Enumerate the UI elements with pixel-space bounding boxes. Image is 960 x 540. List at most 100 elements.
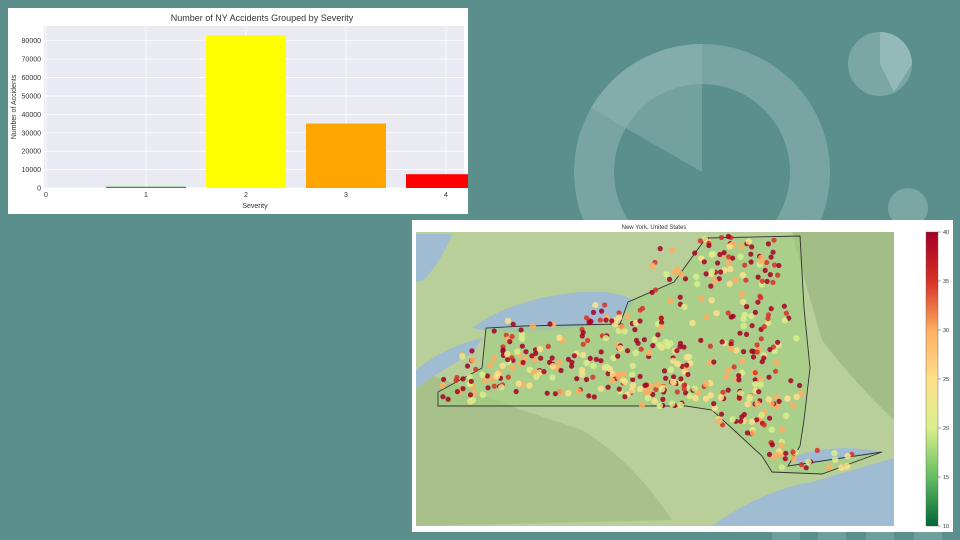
lake-huron-edge: [416, 234, 452, 282]
accident-hotspot: [499, 362, 506, 369]
accident-hotspot: [737, 390, 744, 397]
accident-hotspot: [616, 310, 622, 316]
accident-hotspot: [681, 303, 688, 310]
accident-hotspot: [770, 279, 776, 285]
accident-hotspots: [439, 233, 855, 471]
accident-hotspot: [781, 303, 787, 309]
colorbar: [925, 231, 939, 527]
accident-hotspot: [708, 297, 715, 304]
accident-hotspot: [657, 246, 663, 252]
accident-hotspot: [491, 328, 497, 334]
accident-hotspot: [709, 268, 716, 275]
accident-hotspot: [586, 393, 592, 399]
accident-hotspot: [838, 464, 845, 471]
accident-hotspot: [603, 363, 611, 371]
accident-hotspot: [669, 246, 676, 254]
accident-hotspot: [752, 370, 758, 376]
accident-hotspot: [460, 376, 466, 382]
accident-hotspot: [736, 377, 742, 383]
accident-hotspot: [674, 348, 680, 354]
accident-hotspot: [565, 390, 572, 397]
accident-hotspot: [583, 315, 590, 321]
accident-hotspot: [485, 385, 491, 391]
colorbar-tick-label: 25: [943, 377, 949, 383]
accident-hotspot: [726, 254, 732, 260]
accident-hotspot: [663, 271, 670, 278]
accident-hotspot: [774, 451, 781, 458]
accident-hotspot: [739, 358, 746, 365]
accident-hotspot: [732, 276, 739, 283]
accident-hotspot: [549, 363, 557, 370]
y-tick-label: 0: [37, 186, 41, 193]
accident-hotspot: [758, 336, 764, 342]
accident-hotspot: [520, 359, 526, 366]
accident-hotspot: [765, 396, 772, 403]
accident-hotspot: [602, 302, 608, 308]
accident-hotspot: [776, 398, 782, 404]
accident-hotspot: [754, 342, 760, 348]
accident-hotspot: [698, 337, 704, 343]
accident-hotspot: [728, 345, 735, 353]
accident-hotspot: [579, 371, 586, 378]
accident-hotspot: [782, 456, 788, 462]
accident-hotspot: [518, 335, 526, 342]
accident-hotspot: [752, 381, 759, 388]
accident-hotspot: [754, 349, 760, 355]
accident-hotspot: [518, 327, 524, 333]
accident-hotspot: [580, 341, 586, 347]
accident-hotspot: [790, 449, 796, 455]
accident-hotspot: [536, 369, 543, 376]
colorbar-tick-label: 20: [943, 426, 949, 432]
accident-hotspot: [768, 306, 774, 312]
accident-hotspot: [602, 335, 610, 342]
accident-hotspot: [702, 395, 710, 402]
lake-erie: [416, 338, 482, 388]
accident-hotspot: [468, 378, 474, 384]
accident-hotspot: [736, 395, 742, 401]
accident-hotspot: [629, 371, 636, 378]
accident-hotspot: [466, 373, 473, 380]
accident-hotspot: [678, 271, 685, 278]
accident-hotspot: [772, 262, 778, 268]
accident-hotspot: [767, 272, 773, 278]
accident-hotspot: [569, 363, 575, 369]
accident-hotspot: [766, 374, 772, 380]
accident-hotspot: [538, 355, 544, 361]
accident-hotspot: [467, 392, 474, 398]
accident-hotspot: [832, 456, 839, 463]
x-tick-labels: 0 1 2 3 4: [44, 192, 448, 199]
accident-hotspot: [707, 343, 713, 349]
accident-hotspot: [441, 376, 447, 382]
accident-hotspot: [844, 452, 851, 460]
accident-hotspot: [598, 349, 604, 355]
accident-hotspot: [641, 337, 647, 343]
accident-hotspot: [643, 382, 649, 388]
accident-hotspot: [743, 331, 750, 337]
y-tick-label: 80000: [22, 38, 42, 45]
accident-hotspot: [773, 394, 780, 401]
y-tick-label: 60000: [22, 75, 42, 82]
accident-hotspot: [678, 376, 684, 382]
accident-hotspot: [569, 359, 575, 365]
accident-hotspot: [778, 426, 786, 433]
accident-hotspot: [767, 415, 773, 421]
map-title: New York, United States: [622, 225, 687, 231]
accident-hotspot: [599, 308, 605, 314]
accident-hotspot: [843, 463, 851, 470]
accident-hotspot: [754, 417, 760, 423]
chart-title: Number of NY Accidents Grouped by Severi…: [171, 13, 354, 23]
accident-hotspot: [632, 327, 638, 333]
accident-hotspot: [755, 299, 761, 305]
accident-hotspot: [498, 384, 505, 391]
accident-hotspot: [770, 249, 776, 255]
accident-hotspot: [671, 374, 677, 380]
accident-hotspot: [726, 243, 733, 250]
accident-hotspot: [670, 357, 677, 365]
y-tick-label: 50000: [22, 93, 42, 100]
accident-hotspot: [764, 259, 770, 266]
colorbar-tick-label: 35: [943, 279, 949, 285]
accident-hotspot: [743, 277, 749, 283]
accident-hotspot: [654, 381, 661, 388]
accident-hotspot: [482, 377, 489, 384]
accident-hotspot: [749, 244, 755, 250]
